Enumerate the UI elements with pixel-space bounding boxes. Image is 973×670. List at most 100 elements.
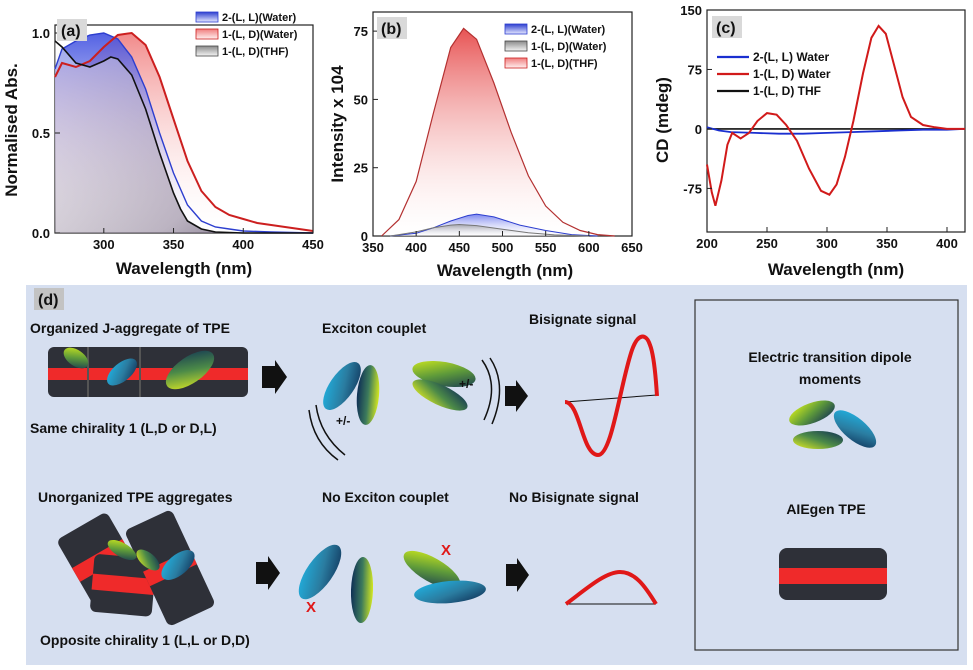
legend-aiegen-title: AIEgen TPE	[786, 501, 865, 517]
panel-b-label: (b)	[381, 21, 401, 38]
panel-a-legend-2: 1-(L, D)(Water)	[222, 29, 298, 41]
panel-a-ylabel: Normalised Abs.	[2, 63, 21, 197]
panel-c: 200 250 300 350 400 150 75 0 -75 (c) 2-(L, L) Wa…	[653, 3, 966, 279]
panel-c-label-bg	[712, 16, 742, 38]
panel-b-legend-swatch-blue	[504, 23, 528, 35]
panel-b-xlabel: Wavelength (nm)	[437, 261, 573, 280]
legend-box	[694, 299, 959, 651]
arrow-right-icon	[505, 380, 528, 412]
dipole-ellipse	[833, 410, 877, 448]
dipole-ellipse	[412, 379, 468, 411]
x-tick-label: 350	[362, 240, 384, 255]
same-chirality-caption: Same chirality 1 (L,D or D,L)	[30, 420, 217, 436]
panel-c-frame	[706, 9, 966, 233]
arrow-right-icon	[256, 556, 280, 590]
y-tick-label: 0.0	[32, 226, 50, 241]
dipole-ellipse	[63, 347, 89, 369]
dipole-ellipse	[414, 580, 486, 604]
x-tick-label: 400	[232, 237, 254, 252]
opposite-chirality-caption: Opposite chirality 1 (L,L or D,D)	[40, 632, 250, 648]
dipole-ellipse	[298, 544, 342, 600]
panel-b-legend-2: 1-(L, D)(Water)	[531, 41, 607, 53]
x-tick-label: 350	[876, 236, 898, 251]
panel-b-legend-swatch-red	[504, 57, 528, 69]
organized-tpe-blocks	[48, 347, 248, 397]
no-coupling-x-mark: X	[441, 542, 451, 559]
y-tick-label: 50	[354, 92, 368, 107]
x-tick-label: 400	[936, 236, 958, 251]
panel-a-legend-3: 1-(L, D)(THF)	[222, 46, 289, 58]
panel-a-legend-swatch-grey	[195, 45, 219, 57]
panel-c-label: (c)	[716, 20, 736, 37]
panel-c-ticks: 200 250 300 350 400 150 75 0 -75	[680, 3, 958, 251]
y-tick-label: 0	[695, 122, 702, 137]
panel-c-legend-3: 1-(L, D) THF	[753, 84, 821, 98]
x-tick-label: 450	[448, 240, 470, 255]
bisignate-baseline	[564, 394, 658, 403]
dipole-ellipse	[789, 400, 835, 426]
panel-b-ylabel: Intensity x 104	[328, 65, 347, 183]
rotation-arc	[481, 359, 493, 421]
panel-a-ticks: 300 350 400 450 0.0 0.5 1.0	[32, 26, 324, 252]
panel-b: 350 400 450 500 550 600 650 0 25 50 75 (b) 2-(L, L…	[328, 11, 643, 280]
rotation-arc	[308, 409, 339, 461]
exciton-couplet-title: Exciton couplet	[322, 320, 427, 336]
y-tick-label: 0.5	[32, 126, 50, 141]
panel-c-line-1ld-water	[706, 24, 965, 207]
panel-d-label-bg	[34, 288, 64, 310]
panel-a-xlabel: Wavelength (nm)	[116, 259, 252, 278]
panel-a-line-1ld-thf	[54, 40, 313, 234]
dipole-ellipse	[793, 431, 843, 449]
y-tick-label: 75	[688, 62, 702, 77]
panel-b-legend-1: 2-(L, L)(Water)	[531, 24, 605, 36]
panel-a: 300 350 400 450 0.0 0.5 1.0 (a) 2-(L, L)(Water…	[2, 11, 324, 278]
panel-b-legend-swatch-grey	[504, 40, 528, 52]
dipole-ellipse	[107, 539, 137, 561]
unorganized-tpe-blocks	[58, 510, 214, 626]
no-exciton-couplet-title: No Exciton couplet	[322, 489, 449, 505]
panel-a-label-bg	[57, 19, 87, 41]
panel-c-legend-2: 1-(L, D) Water	[753, 67, 831, 81]
organized-title: Organized J-aggregate of TPE	[30, 320, 230, 336]
bisignate-curve	[564, 334, 659, 458]
panel-a-legend-1: 2-(L, L)(Water)	[222, 12, 296, 24]
no-bisignate-curve	[564, 569, 658, 606]
x-tick-label: 450	[302, 237, 324, 252]
arrow-right-icon	[262, 360, 287, 394]
panel-c-line-2ll-water	[706, 126, 966, 135]
panel-c-legend-1: 2-(L, L) Water	[753, 50, 830, 64]
panel-b-line-1ld-water	[390, 223, 589, 237]
legend-tpe-stripe	[779, 568, 887, 584]
panel-c-xlabel: Wavelength (nm)	[768, 260, 904, 279]
panel-a-line-1ld-water	[54, 31, 314, 232]
rotation-arc	[489, 357, 501, 425]
panel-b-area-1ld-thf	[381, 28, 615, 237]
panel-a-legend-swatch-blue	[195, 11, 219, 23]
x-tick-label: 200	[696, 236, 718, 251]
panel-a-legend-swatch-red	[195, 28, 219, 40]
dipole-ellipse	[107, 358, 137, 386]
x-tick-label: 300	[816, 236, 838, 251]
panel-d-label: (d)	[38, 292, 58, 309]
x-tick-label: 600	[578, 240, 600, 255]
panel-a-label: (a)	[61, 23, 81, 40]
y-tick-label: 1.0	[32, 26, 50, 41]
legend-dipole-title-line2: moments	[799, 371, 861, 387]
x-tick-label: 550	[535, 240, 557, 255]
plus-minus-label: +/-	[336, 414, 350, 428]
panel-a-area-1ld-thf	[55, 41, 313, 233]
dipole-ellipse	[165, 350, 215, 390]
x-tick-label: 500	[492, 240, 514, 255]
rotation-arc	[315, 404, 346, 456]
dipole-ellipse	[356, 365, 380, 425]
x-tick-label: 650	[621, 240, 643, 255]
tpe-block-stripe	[91, 573, 155, 595]
x-tick-label: 250	[756, 236, 778, 251]
dipole-ellipse	[323, 362, 361, 410]
no-coupling-x-mark: X	[306, 599, 316, 616]
tpe-block-stripe	[48, 368, 248, 380]
panel-b-line-1ld-thf	[381, 27, 615, 237]
x-tick-label: 400	[405, 240, 427, 255]
dipole-ellipse	[161, 550, 195, 580]
